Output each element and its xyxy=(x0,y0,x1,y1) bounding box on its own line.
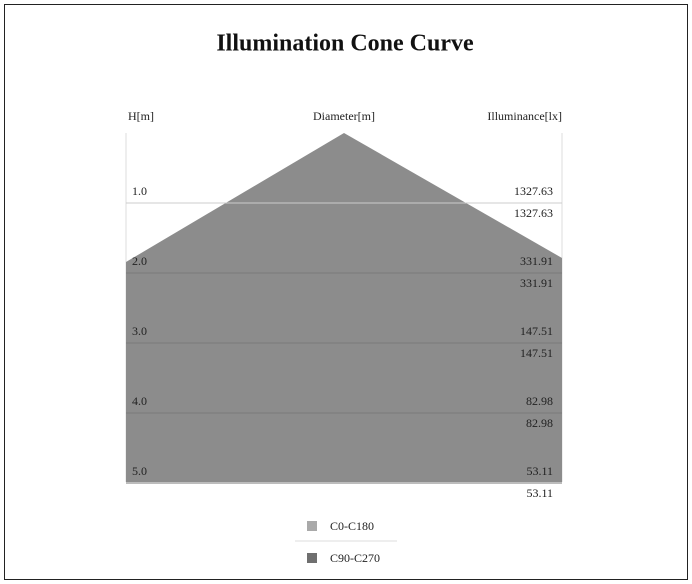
height-label: 4.0 xyxy=(132,394,147,408)
height-label: 1.0 xyxy=(132,184,147,198)
illuminance-c90: 1327.63 xyxy=(514,206,553,220)
cone xyxy=(126,133,562,482)
illuminance-header: Illuminance[lx] xyxy=(487,109,562,123)
illuminance-c0: 1327.63 xyxy=(514,184,553,198)
rows: 1.0 1327.63 1327.63 2.0 331.91 331.91 3.0 147.5… xyxy=(126,184,562,500)
illuminance-c90: 147.51 xyxy=(520,346,553,360)
height-label: 2.0 xyxy=(132,254,147,268)
height-header: H[m] xyxy=(128,109,154,123)
height-label: 3.0 xyxy=(132,324,147,338)
height-label: 5.0 xyxy=(132,464,147,478)
legend-swatch xyxy=(307,521,317,531)
legend-swatch xyxy=(307,553,317,563)
illuminance-c0: 331.91 xyxy=(520,254,553,268)
illuminance-c0: 82.98 xyxy=(526,394,553,408)
diameter-header: Diameter[m] xyxy=(313,109,375,123)
illuminance-c0: 147.51 xyxy=(520,324,553,338)
illuminance-c90: 331.91 xyxy=(520,276,553,290)
title: Illumination Cone Curve xyxy=(216,31,474,57)
illuminance-c0: 53.11 xyxy=(526,464,553,478)
illuminance-c90: 82.98 xyxy=(526,416,553,430)
illuminance-c90: 53.11 xyxy=(526,486,553,500)
legend-label: C90-C270 xyxy=(330,551,380,565)
legend-label: C0-C180 xyxy=(330,519,374,533)
